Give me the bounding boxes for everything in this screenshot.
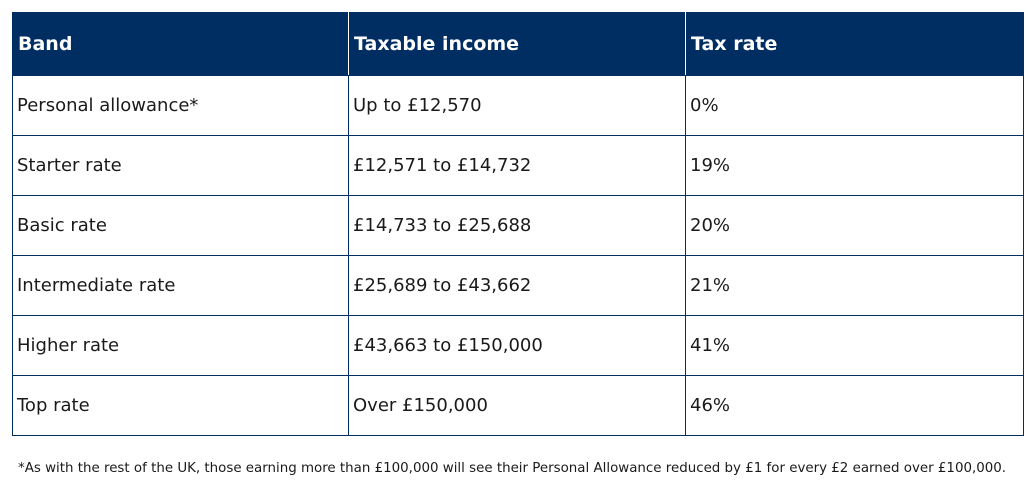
table-row: Higher rate £43,663 to £150,000 41%	[12, 315, 1024, 376]
taxable-income-cell: £14,733 to £25,688	[348, 195, 686, 256]
taxable-income-cell: Up to £12,570	[348, 75, 686, 136]
tax-rate-cell: 0%	[685, 75, 1024, 136]
band-cell: Top rate	[12, 375, 349, 436]
table-header: Band Taxable income Tax rate	[12, 12, 1024, 76]
taxable-income-cell: £43,663 to £150,000	[348, 315, 686, 376]
footnote: *As with the rest of the UK, those earni…	[18, 461, 1007, 476]
band-cell: Starter rate	[12, 135, 349, 196]
band-cell: Basic rate	[12, 195, 349, 256]
tax-rate-cell: 21%	[685, 255, 1024, 316]
header-band: Band	[12, 12, 349, 76]
taxable-income-cell: £12,571 to £14,732	[348, 135, 686, 196]
tax-rate-cell: 41%	[685, 315, 1024, 376]
table-row: Top rate Over £150,000 46%	[12, 375, 1024, 436]
table-body: Personal allowance* Up to £12,570 0% Sta…	[12, 75, 1024, 436]
band-cell: Intermediate rate	[12, 255, 349, 316]
taxable-income-cell: Over £150,000	[348, 375, 686, 436]
header-row: Band Taxable income Tax rate	[12, 12, 1024, 76]
header-taxable-income: Taxable income	[348, 12, 686, 76]
table-row: Intermediate rate £25,689 to £43,662 21%	[12, 255, 1024, 316]
table-row: Starter rate £12,571 to £14,732 19%	[12, 135, 1024, 196]
header-tax-rate: Tax rate	[685, 12, 1024, 76]
table-row: Basic rate £14,733 to £25,688 20%	[12, 195, 1024, 256]
band-cell: Higher rate	[12, 315, 349, 376]
taxable-income-cell: £25,689 to £43,662	[348, 255, 686, 316]
tax-rate-cell: 20%	[685, 195, 1024, 256]
tax-rate-cell: 46%	[685, 375, 1024, 436]
tax-bands-table: Band Taxable income Tax rate Personal al…	[12, 12, 1024, 436]
band-cell: Personal allowance*	[12, 75, 349, 136]
tax-rate-cell: 19%	[685, 135, 1024, 196]
table-row: Personal allowance* Up to £12,570 0%	[12, 75, 1024, 136]
